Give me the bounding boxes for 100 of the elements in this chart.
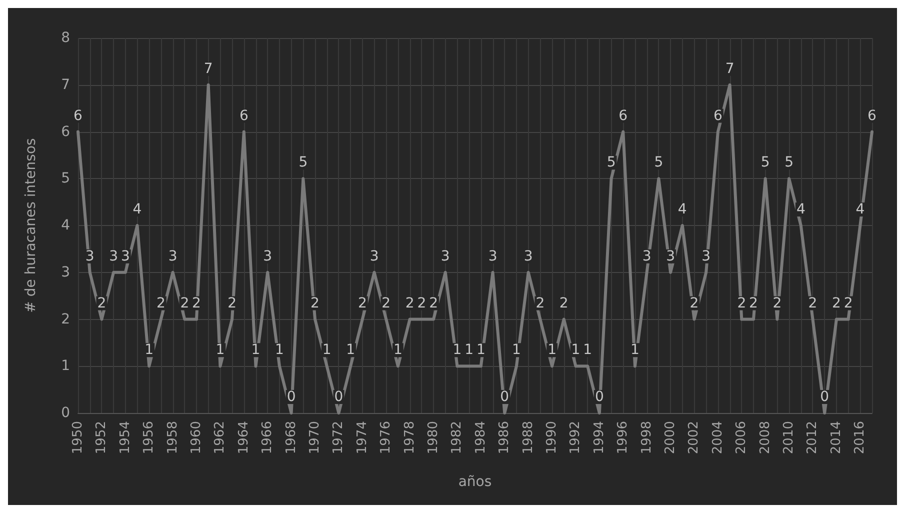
x-tick-label: 1990	[544, 421, 560, 454]
data-label: 1	[394, 342, 402, 358]
y-tick-label: 5	[61, 170, 70, 187]
y-tick-label: 8	[61, 30, 70, 46]
x-tick-label: 1978	[402, 421, 418, 454]
y-tick-label: 6	[61, 124, 70, 140]
data-label: 6	[868, 108, 877, 124]
line-series	[76, 83, 874, 414]
data-label: 2	[310, 295, 320, 312]
data-label: 5	[606, 154, 616, 171]
data-label: 5	[784, 154, 794, 171]
x-tick-label: 2012	[805, 421, 820, 454]
data-label: 6	[239, 108, 248, 124]
x-tick-label: 1994	[592, 421, 607, 454]
x-tick-label: 1952	[94, 421, 110, 454]
x-tick-label: 1956	[142, 421, 157, 454]
y-tick-label: 3	[61, 264, 70, 280]
x-tick-label: 1972	[331, 421, 346, 454]
x-tick-label: 2006	[734, 421, 750, 454]
data-label: 4	[132, 202, 142, 218]
data-label: 0	[594, 389, 604, 405]
data-label: 2	[192, 295, 201, 312]
x-tick-label: 1980	[426, 421, 442, 454]
x-tick-label: 1966	[260, 421, 276, 454]
data-label: 4	[796, 202, 806, 218]
x-tick-label: 1968	[284, 421, 299, 454]
data-label: 2	[156, 295, 166, 312]
data-label: 0	[334, 389, 344, 405]
data-label: 2	[417, 295, 426, 312]
data-label: 1	[322, 342, 332, 358]
y-tick-label: 2	[61, 311, 70, 328]
y-tick-label: 7	[61, 76, 70, 93]
data-label: 1	[512, 342, 521, 358]
data-label: 3	[263, 248, 272, 264]
data-label: 2	[832, 295, 841, 312]
data-label: 0	[500, 389, 510, 405]
data-label: 2	[180, 295, 190, 312]
y-tick-label: 0	[61, 405, 70, 421]
data-label: 2	[405, 295, 414, 312]
x-tick-label: 1962	[212, 421, 228, 454]
x-tick-label: 2002	[686, 421, 702, 454]
data-label: 3	[524, 248, 533, 264]
x-tick-label: 2008	[758, 421, 773, 454]
data-label: 1	[275, 342, 284, 358]
data-label: 3	[702, 248, 711, 264]
y-tick-label: 1	[61, 358, 70, 374]
data-label: 3	[168, 248, 178, 264]
data-label: 2	[382, 295, 391, 312]
data-label: 1	[346, 342, 356, 358]
y-axis-title: # de huracanes intensos	[23, 138, 39, 313]
data-label: 0	[820, 389, 830, 405]
x-tick-label: 1976	[378, 421, 394, 454]
data-label: 6	[618, 108, 628, 124]
data-label: 2	[772, 295, 782, 312]
data-label: 5	[298, 154, 308, 171]
data-label: 1	[464, 342, 474, 358]
data-label: 1	[476, 342, 486, 358]
data-label: 3	[666, 248, 675, 264]
data-label: 1	[571, 342, 580, 358]
data-label: 3	[488, 248, 498, 264]
data-label: 2	[690, 295, 699, 312]
data-label: 0	[286, 389, 296, 405]
x-tick-label: 1958	[165, 421, 180, 454]
data-label: 3	[642, 248, 652, 264]
data-label: 2	[844, 295, 853, 312]
data-label: 1	[630, 342, 640, 358]
x-tick-label: 1992	[568, 421, 584, 454]
data-label: 3	[440, 248, 450, 264]
data-label: 4	[856, 202, 865, 218]
data-label: 1	[548, 342, 556, 358]
x-tick-label: 1996	[616, 421, 631, 454]
x-tick-label: 2004	[710, 421, 726, 454]
x-tick-label: 1986	[497, 421, 512, 454]
x-tick-label: 1960	[189, 421, 204, 454]
x-tick-label: 1950	[70, 421, 86, 454]
data-label: 1	[216, 342, 225, 358]
data-label: 1	[251, 342, 260, 358]
x-tick-label: 2014	[828, 421, 844, 454]
data-label: 4	[678, 202, 687, 218]
x-axis-title: años	[458, 474, 492, 490]
x-tick-label: 2000	[663, 421, 678, 454]
data-label: 3	[370, 248, 379, 264]
data-label: 2	[228, 295, 237, 312]
x-tick-label: 2010	[782, 421, 797, 454]
x-tick-label: 2016	[852, 421, 868, 454]
data-label: 2	[749, 295, 758, 312]
data-label: 6	[713, 108, 722, 124]
x-tick-label: 1998	[639, 421, 654, 454]
data-label: 1	[583, 342, 592, 358]
data-label: 2	[536, 295, 545, 312]
x-tick-label: 1988	[520, 421, 536, 454]
y-tick-label: 4	[61, 218, 70, 234]
x-tick-label: 1954	[118, 421, 133, 454]
x-tick-label: 1982	[450, 421, 465, 454]
x-tick-label: 1970	[308, 421, 323, 454]
data-label: 2	[97, 295, 106, 312]
x-tick-label: 1974	[354, 421, 370, 454]
data-label: 2	[559, 295, 568, 312]
x-tick-label: 1984	[473, 421, 488, 454]
data-label: 2	[808, 295, 818, 312]
